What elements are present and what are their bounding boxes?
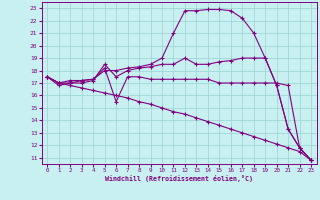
- X-axis label: Windchill (Refroidissement éolien,°C): Windchill (Refroidissement éolien,°C): [105, 175, 253, 182]
